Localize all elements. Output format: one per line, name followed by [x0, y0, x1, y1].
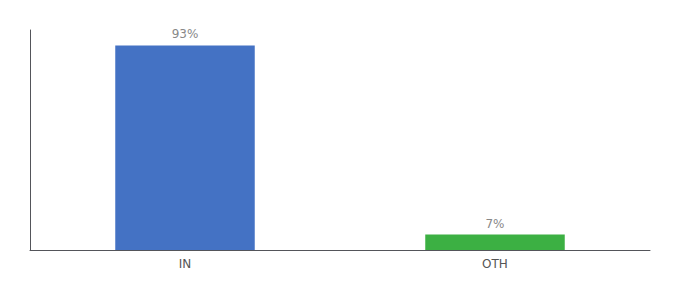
- svg-text:93%: 93%: [172, 27, 199, 41]
- svg-text:OTH: OTH: [482, 257, 508, 271]
- svg-text:7%: 7%: [485, 217, 504, 231]
- svg-text:IN: IN: [179, 257, 192, 271]
